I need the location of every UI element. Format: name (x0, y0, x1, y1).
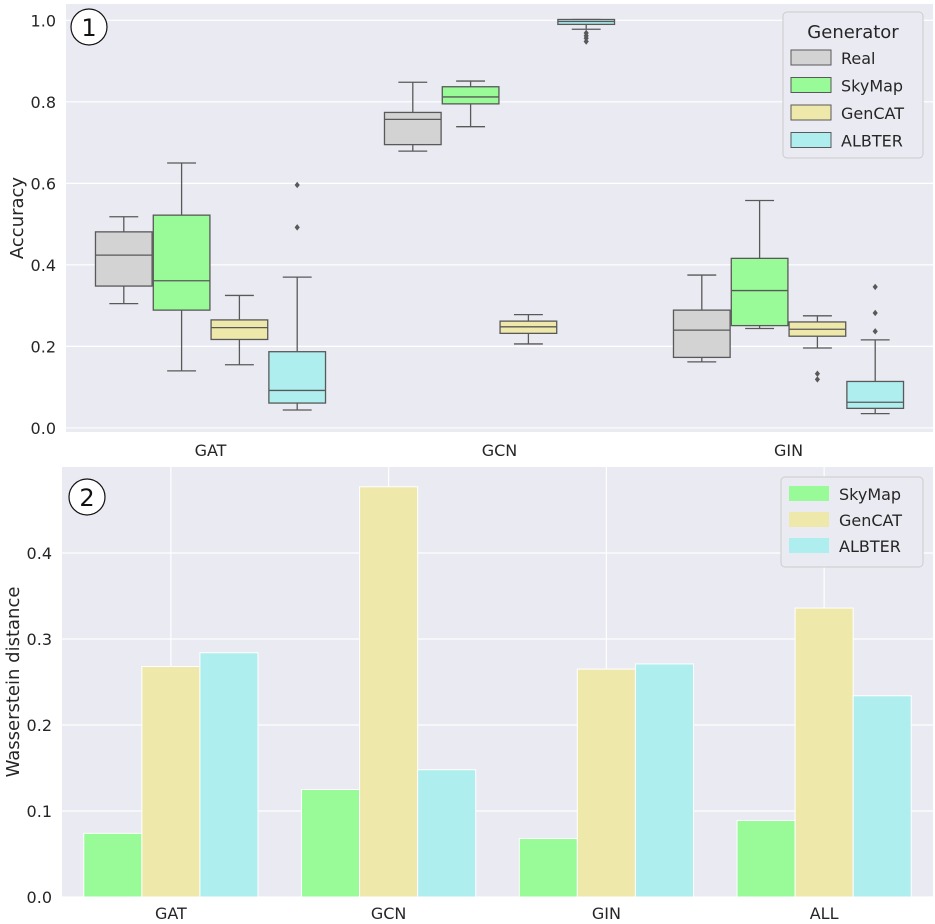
box-iqr (730, 257, 789, 327)
x-tick-label: GIN (592, 904, 621, 923)
box-gencat-gcn (499, 313, 558, 345)
y-axis-label: Accuracy (7, 177, 28, 260)
y-tick-label: 1.0 (31, 11, 56, 30)
box-iqr (441, 86, 500, 105)
legend-title: Generator (807, 22, 899, 43)
box-iqr (152, 214, 211, 311)
y-tick-label: 0.0 (31, 419, 56, 438)
box-real-gcn (383, 81, 442, 152)
box-skymap-gin (730, 199, 789, 330)
panel-number: 1 (81, 14, 96, 42)
legend-label: SkyMap (841, 77, 903, 96)
legend-frame (782, 11, 924, 159)
bar-skymap-gin (518, 838, 578, 898)
y-tick-label: 0.0 (27, 888, 52, 907)
y-tick-label: 0.4 (31, 256, 56, 275)
legend-swatch (789, 486, 829, 501)
box-albter-gcn (557, 18, 616, 45)
box-iqr (383, 111, 442, 146)
box-iqr (846, 380, 905, 410)
legend-swatch (790, 77, 832, 93)
box-iqr (672, 309, 731, 359)
outlier-point (583, 35, 589, 42)
legend-label: ALBTER (839, 537, 901, 556)
legend-label: ALBTER (841, 132, 903, 151)
box-real-gat (94, 216, 153, 305)
outlier-point (294, 181, 300, 189)
legend: Generator Real SkyMap GenCAT ALBTER (782, 11, 924, 159)
box-skymap-gcn (441, 80, 500, 128)
legend-swatch (789, 538, 829, 553)
box-skymap-gat (152, 162, 211, 372)
bar-albter-all (852, 695, 912, 898)
bar-albter-gin (634, 663, 694, 898)
box-gencat-gin (788, 315, 847, 383)
bar-gencat-all (794, 607, 854, 898)
outlier-point (814, 376, 820, 383)
wasserstein-bar-panel: 0.0 0.1 0.2 0.3 0.4 GAT GCN GIN ALL Wasserstein d… (3, 467, 933, 923)
x-tick-label: GAT (155, 904, 187, 923)
bar-gencat-gin (576, 668, 636, 898)
legend-swatch (790, 49, 832, 66)
y-tick-label: 0.2 (31, 337, 56, 356)
legend-swatch (789, 512, 829, 527)
legend-label: Real (841, 49, 876, 68)
legend-label: GenCAT (839, 511, 902, 530)
panel-number-circle (68, 478, 106, 516)
box-real-gin (672, 274, 731, 363)
legend-swatch (790, 132, 832, 148)
box-albter-gin (846, 283, 905, 415)
x-tick-label: GCN (482, 441, 518, 460)
accuracy-boxplot-panel: 0.0 0.2 0.4 0.6 0.8 1.0 GAT GCN GIN Accuracy 1 Gene… (7, 4, 933, 460)
x-tick-label: ALL (810, 904, 839, 923)
legend-swatch (790, 104, 832, 121)
y-tick-label: 0.6 (31, 174, 56, 193)
panel-number: 2 (79, 484, 94, 512)
y-tick-label: 0.4 (27, 544, 52, 563)
panel-number-circle (70, 8, 108, 46)
outlier-point (872, 328, 878, 335)
legend-label: SkyMap (839, 485, 901, 504)
y-tick-label: 0.2 (27, 716, 52, 735)
bar-albter-gcn (417, 769, 477, 898)
box-albter-gat (268, 181, 327, 411)
bar-gencat-gat (141, 666, 201, 898)
y-tick-label: 0.1 (27, 802, 52, 821)
bar-skymap-gat (83, 832, 143, 898)
box-gencat-gat (210, 294, 269, 366)
box-iqr (94, 231, 153, 287)
outlier-point (294, 224, 300, 231)
box-iqr (210, 319, 269, 341)
x-tick-label: GIN (774, 441, 803, 460)
outlier-point (814, 370, 820, 377)
y-axis-label: Wasserstein distance (3, 587, 24, 778)
bar-skymap-gcn (301, 789, 361, 898)
outlier-point (583, 38, 589, 45)
bar-gencat-gcn (359, 486, 419, 898)
outlier-point (872, 283, 878, 291)
y-tick-label: 0.8 (31, 93, 56, 112)
box-iqr (268, 351, 327, 404)
bar-albter-gat (199, 652, 259, 898)
y-tick-label: 0.3 (27, 630, 52, 649)
legend-label: GenCAT (841, 104, 904, 123)
bar-skymap-all (736, 819, 796, 898)
legend: SkyMap GenCAT ALBTER (780, 476, 924, 568)
x-tick-label: GCN (371, 904, 407, 923)
outlier-point (872, 309, 878, 317)
x-tick-label: GAT (195, 441, 227, 460)
